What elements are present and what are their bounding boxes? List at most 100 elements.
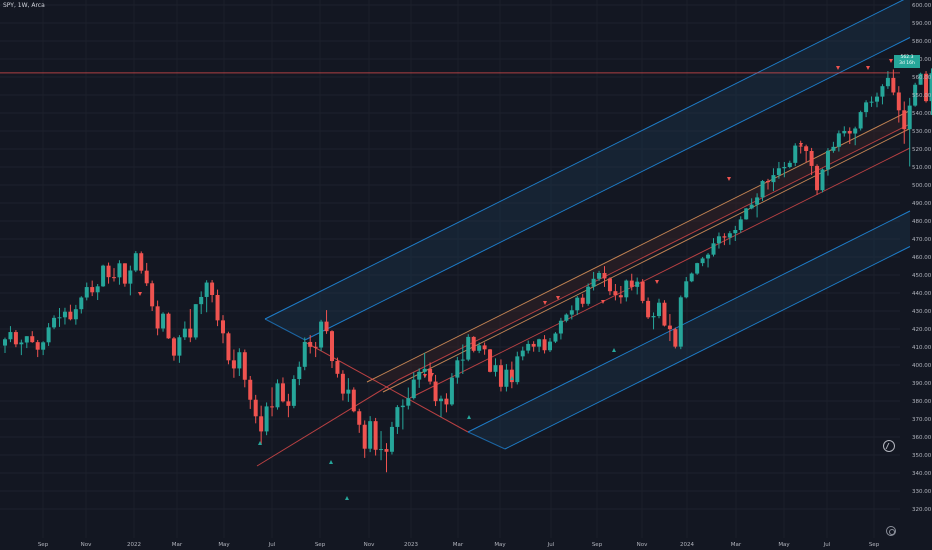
candle-body <box>133 253 138 271</box>
candle-body <box>264 406 269 432</box>
candle-body <box>537 339 542 347</box>
price-axis-label: 480.00 <box>912 219 932 225</box>
time-axis-label: May <box>494 542 506 548</box>
candle-body <box>79 297 84 310</box>
candle-body <box>182 328 187 338</box>
candle-body <box>695 263 700 274</box>
candle-body <box>95 286 100 293</box>
candle-body <box>684 281 689 298</box>
candle-body <box>335 361 340 374</box>
price-axis-label: 450.00 <box>912 273 932 279</box>
settings-gear-icon[interactable] <box>886 526 896 536</box>
candle-body <box>259 416 264 432</box>
candle-body <box>858 112 863 129</box>
price-axis-label: 430.00 <box>912 309 932 315</box>
candle-body <box>678 297 683 347</box>
candle-body <box>144 270 149 284</box>
price-axis-label: 380.00 <box>912 399 932 405</box>
candle-body <box>804 146 809 151</box>
price-axis-label: 600.00 <box>912 3 932 9</box>
candle-body <box>226 333 231 361</box>
candle-body <box>384 449 389 452</box>
candle-body <box>640 281 645 301</box>
candle-body <box>204 282 209 297</box>
candle-body <box>362 424 367 449</box>
candle-body <box>455 360 460 378</box>
candle-body <box>776 168 781 176</box>
candle-body <box>112 277 116 279</box>
candle-body <box>8 332 13 340</box>
candle-body <box>651 316 656 318</box>
candle-body <box>706 254 711 259</box>
buy-signal-marker <box>258 441 262 445</box>
candle-body <box>302 341 307 367</box>
candle-body <box>542 339 547 351</box>
sell-signal-marker <box>423 374 427 378</box>
candle-body <box>515 356 520 383</box>
price-axis-label: 390.00 <box>912 381 932 387</box>
time-axis-label: Mar <box>453 542 464 548</box>
candle-body <box>782 167 787 169</box>
median-line <box>366 110 911 383</box>
candle-body <box>657 302 661 317</box>
price-axis-label: 580.00 <box>912 39 932 45</box>
bar-countdown: 3d 16h <box>899 61 915 66</box>
candle-body <box>820 169 825 191</box>
candle-body <box>122 263 127 284</box>
candle-body <box>406 398 411 406</box>
candle-body <box>373 421 378 450</box>
channel-edge <box>264 318 306 341</box>
candle-body <box>504 369 509 387</box>
candle-body <box>444 398 449 405</box>
buy-signal-marker <box>510 376 514 380</box>
candle-body <box>618 295 623 298</box>
candle-body <box>449 377 454 405</box>
candle-body <box>875 96 879 102</box>
candle-body <box>57 317 62 319</box>
channel-line <box>304 37 911 341</box>
median-line <box>409 147 911 399</box>
candle-body <box>842 131 847 134</box>
candle-body <box>520 350 525 357</box>
candle-body <box>597 273 602 279</box>
candle-body <box>689 273 694 282</box>
signal-markers <box>138 59 893 500</box>
candle-body <box>907 105 912 130</box>
price-axis-label: 330.00 <box>912 489 932 495</box>
candle-body <box>188 328 193 338</box>
candle-body <box>744 208 749 220</box>
candle-body <box>280 383 285 402</box>
time-axis[interactable]: Sep Nov 2022 Mar May Jul Sep Nov 2023 Mar May Jul Se… <box>38 542 880 548</box>
sell-signal-marker <box>727 177 731 181</box>
symbol-title[interactable]: SPY, 1W, Arca <box>3 2 45 9</box>
candle-body <box>853 128 858 134</box>
candle-body <box>553 333 558 342</box>
candle-body <box>564 314 569 321</box>
candle-body <box>509 369 514 383</box>
candle-body <box>558 320 563 334</box>
price-axis-label: 490.00 <box>912 201 932 207</box>
candle-body <box>400 405 405 408</box>
candle-body <box>460 359 465 361</box>
time-axis-label: Sep <box>869 542 880 548</box>
buy-signal-marker <box>467 415 471 419</box>
time-axis-label: Sep <box>592 542 603 548</box>
upper-channel-band <box>265 0 910 340</box>
channel-line <box>264 0 905 320</box>
candle-body <box>106 265 111 278</box>
candle-body <box>498 365 503 387</box>
candle-body <box>488 349 493 372</box>
channel-edge <box>467 431 506 450</box>
candle-body <box>248 379 253 400</box>
candle-body <box>607 278 612 292</box>
tradingview-logo-icon[interactable] <box>883 440 895 452</box>
candle-body <box>193 304 198 338</box>
candle-body <box>46 327 51 343</box>
candle-body <box>629 280 634 287</box>
price-axis-label: 570.00 <box>912 57 932 63</box>
candle-body <box>891 77 896 93</box>
candle-body <box>330 331 334 362</box>
price-axis[interactable]: 600.00 590.00 580.00 570.00 560.00 550.00 540.… <box>912 3 932 513</box>
